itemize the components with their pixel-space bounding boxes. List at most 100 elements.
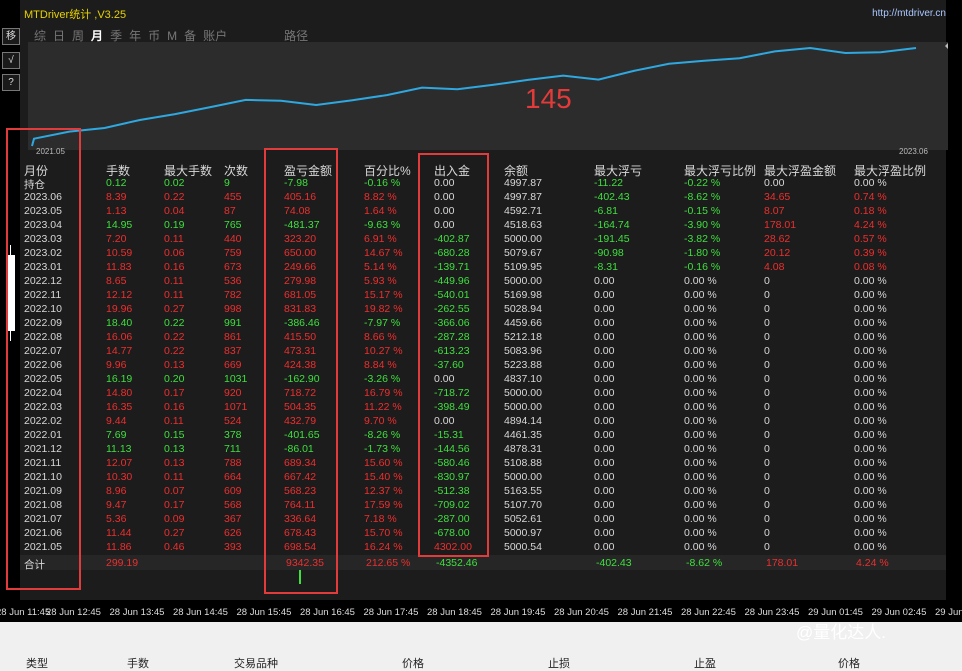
cell-m: 2021.08 [24, 499, 62, 511]
cell-mdd: 0.00 [594, 317, 615, 329]
period-tabs: 综日周月季年币 M 备账户 路径 [34, 27, 315, 44]
cell-lots: 7.20 [106, 233, 127, 245]
cell-pnl: 336.64 [284, 513, 317, 525]
terminal-col-header[interactable]: 价格 [402, 658, 424, 670]
terminal-col-header[interactable]: 交易品种 [234, 658, 278, 670]
table-row: 2022.11 12.12 0.11 782 681.05 15.17 % -540.01 5… [24, 289, 944, 303]
tab-10[interactable]: 路径 [284, 29, 309, 43]
tab-9[interactable]: 账户 [203, 29, 228, 43]
cell-m: 2021.07 [24, 513, 62, 525]
cell-mddp: 0.00 % [684, 289, 717, 301]
tab-1[interactable]: 日 [53, 29, 66, 43]
tab-0[interactable]: 综 [34, 29, 47, 43]
tab-3[interactable]: 月 [91, 29, 104, 43]
site-link[interactable]: http://mtdriver.cn [872, 8, 946, 19]
cell-lots: 11.86 [106, 541, 132, 553]
cell-mdd: 0.00 [594, 471, 615, 483]
cell-pnl: -401.65 [284, 429, 320, 441]
cell-io: -144.56 [434, 443, 470, 455]
col-header-3: 次数 [224, 164, 249, 178]
cell-mfpp: 0.00 % [854, 499, 887, 511]
cell-m: 2023.02 [24, 247, 62, 259]
cell-cnt: 998 [224, 303, 242, 315]
cell-pnl: 689.34 [284, 457, 317, 469]
cell-cnt: 765 [224, 219, 242, 231]
time-label: 28 Jun 13:45 [109, 607, 165, 618]
table-row: 2022.04 14.80 0.17 920 718.72 16.79 % -718.72 5… [24, 387, 944, 401]
terminal-col-header[interactable]: 手数 [127, 658, 149, 670]
cell-pnl: 504.35 [284, 401, 317, 413]
cell-mddp: -3.82 % [684, 233, 721, 245]
cell-mdd: 0.00 [594, 303, 615, 315]
cell-lots: 9.47 [106, 499, 127, 511]
time-label: 28 Jun 22:45 [681, 607, 736, 618]
cell-mfpp: 0.00 % [854, 359, 887, 371]
tab-7[interactable]: M [167, 29, 178, 43]
cell-pnl: -162.90 [284, 373, 320, 385]
cell-io: 0.00 [434, 191, 455, 203]
cell-mfpp: 0.00 % [854, 485, 887, 497]
terminal-col-header[interactable]: 类型 [26, 658, 48, 670]
cell-io: -540.01 [434, 289, 470, 301]
cell-mfp: 0 [764, 359, 770, 371]
cell-lots: 9.44 [106, 415, 127, 427]
cell-m: 2022.11 [24, 289, 62, 301]
cell-m: 2023.01 [24, 261, 62, 273]
cell-lots: 5.36 [106, 513, 127, 525]
cell-pct: 8.84 % [364, 359, 397, 371]
terminal-col-header[interactable]: 止损 [548, 658, 570, 670]
cell-pnl: 415.50 [284, 331, 317, 343]
cell-mfpp: 0.74 % [854, 191, 887, 203]
total-pct: 212.65 % [366, 557, 411, 569]
col-header-9: 最大浮亏比例 [684, 164, 757, 178]
cell-mdd: 0.00 [594, 289, 615, 301]
cell-maxl: 0.27 [164, 527, 185, 539]
cell-pnl: 74.08 [284, 205, 311, 217]
cell-m: 2021.11 [24, 457, 62, 469]
cell-mdd: 0.00 [594, 485, 615, 497]
cell-mdd: 0.00 [594, 415, 615, 427]
cell-io: 0.00 [434, 373, 455, 385]
col-header-10: 最大浮盈金额 [764, 164, 837, 178]
cell-mddp: 0.00 % [684, 513, 717, 525]
cell-pnl: 279.98 [284, 275, 317, 287]
tab-6[interactable]: 币 [148, 29, 161, 43]
cell-pct: 1.64 % [364, 205, 397, 217]
cell-maxl: 0.27 [164, 303, 185, 315]
terminal-col-header[interactable]: 止盈 [694, 658, 716, 670]
cell-bal: 4837.10 [504, 373, 542, 385]
cell-cnt: 524 [224, 415, 242, 427]
cell-io: -366.06 [434, 317, 470, 329]
cell-cnt: 536 [224, 275, 242, 287]
cell-mddp: 0.00 % [684, 345, 717, 357]
terminal-col-header[interactable]: 价格 [838, 658, 860, 670]
total-label: 合计 [24, 559, 45, 571]
cell-mfpp: 0.00 % [854, 345, 887, 357]
time-label: 29 Jun [935, 607, 962, 618]
cell-pct: -3.26 % [364, 373, 401, 385]
tab-4[interactable]: 季 [110, 29, 123, 43]
cell-mfpp: 0.39 % [854, 247, 887, 259]
cell-lots: 16.06 [106, 331, 133, 343]
tab-2[interactable]: 周 [72, 29, 85, 43]
col-header-4: 盈亏金额 [284, 164, 333, 178]
cell-m: 2021.06 [24, 527, 62, 539]
cell-m: 2022.04 [24, 387, 62, 399]
tab-8[interactable]: 备 [184, 29, 197, 43]
candle-body [6, 255, 15, 331]
check-icon[interactable]: √ [2, 52, 20, 69]
cell-bal: 5000.00 [504, 401, 542, 413]
cell-mddp: -3.90 % [684, 219, 721, 231]
cell-mfp: 0 [764, 373, 770, 385]
cell-bal: 5169.98 [504, 289, 542, 301]
sparkline-svg [31, 42, 949, 147]
move-icon[interactable]: 移 [2, 28, 20, 45]
cell-cnt: 669 [224, 359, 242, 371]
table-row: 2023.05 1.13 0.04 87 74.08 1.64 % 0.00 4592.71 -… [24, 205, 944, 219]
cell-io: -398.49 [434, 401, 470, 413]
cell-mddp: 0.00 % [684, 373, 717, 385]
tab-5[interactable]: 年 [129, 29, 142, 43]
cell-maxl: 0.11 [164, 415, 184, 427]
help-icon[interactable]: ? [2, 74, 20, 91]
equity-sparkline [28, 42, 949, 150]
